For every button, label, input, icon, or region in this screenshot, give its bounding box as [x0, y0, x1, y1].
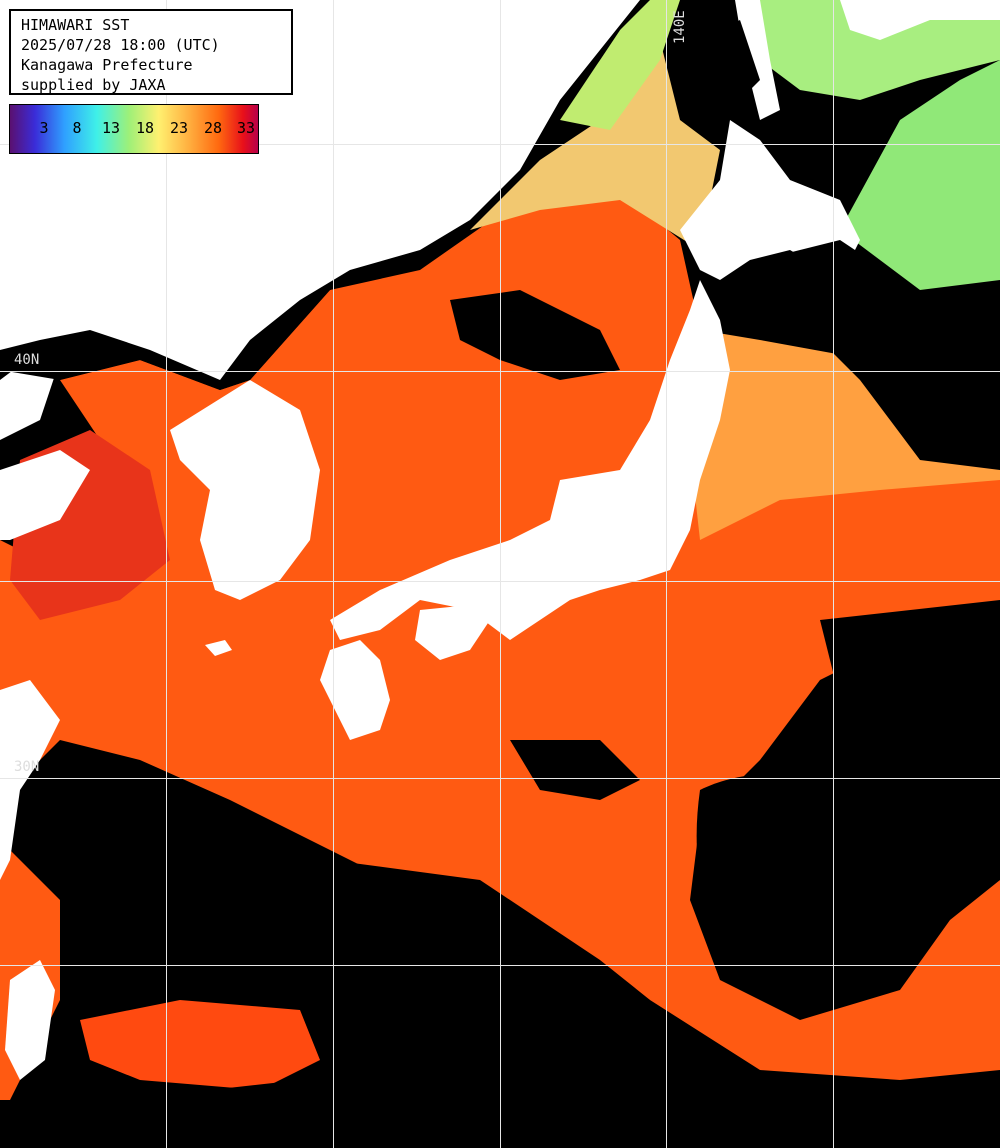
- colorbar-tick: 23: [169, 119, 189, 137]
- land-honshu: [330, 280, 730, 640]
- sea-south-patch: [80, 1000, 320, 1090]
- colorbar-tick: 3: [39, 119, 49, 137]
- colorbar-tick: 13: [101, 119, 121, 137]
- sea-east-mild: [690, 330, 1000, 540]
- temperature-colorbar: 3 8 13 18 23 28 33: [9, 104, 259, 154]
- lat-label-30n: 30N: [14, 759, 40, 775]
- land-jeju: [205, 640, 232, 656]
- land-shikoku: [415, 605, 490, 660]
- land-sakhalin: [735, 0, 780, 120]
- land-kyushu: [320, 640, 390, 740]
- land-korea: [170, 380, 320, 600]
- land-north-island-mainland: [0, 0, 640, 380]
- info-datetime: 2025/07/28 18:00 (UTC): [21, 36, 220, 54]
- sea-north-strip-cold: [760, 0, 1000, 100]
- cloud-patch-1: [450, 290, 620, 380]
- cloud-patch-7: [510, 740, 640, 800]
- land-dokdo-isle: [400, 126, 428, 160]
- info-prefecture: Kanagawa Prefecture: [21, 56, 193, 74]
- small-islands: [0, 0, 640, 380]
- land-taiwan: [5, 960, 55, 1080]
- cloud-patch-6: [760, 240, 1000, 470]
- colorbar-tick: 8: [72, 119, 82, 137]
- sea-northwest-cold: [560, 0, 680, 130]
- info-credit: supplied by JAXA: [21, 76, 166, 94]
- land-layer: [0, 0, 1000, 1080]
- lon-label-140e: 140E: [672, 10, 688, 44]
- land-northeast: [840, 0, 1000, 40]
- land-hokkaido: [680, 120, 860, 280]
- info-box: HIMAWARI SST 2025/07/28 18:00 (UTC) Kana…: [9, 9, 293, 95]
- lat-label-40n: 40N: [14, 352, 40, 368]
- colorbar-tick: 33: [236, 119, 256, 137]
- colorbar-ticks: 3 8 13 18 23 28 33: [10, 119, 258, 139]
- cloud-patch-3: [106, 825, 271, 978]
- cloud-patch-8: [700, 20, 760, 100]
- colorbar-tick: 28: [203, 119, 223, 137]
- cloud-patch-2: [696, 774, 884, 952]
- sea-okhotsk-cold: [840, 60, 1000, 290]
- cloud-patch-4: [820, 600, 1000, 900]
- land-china-coast: [0, 350, 90, 880]
- info-title: HIMAWARI SST: [21, 16, 130, 34]
- colorbar-tick: 18: [135, 119, 155, 137]
